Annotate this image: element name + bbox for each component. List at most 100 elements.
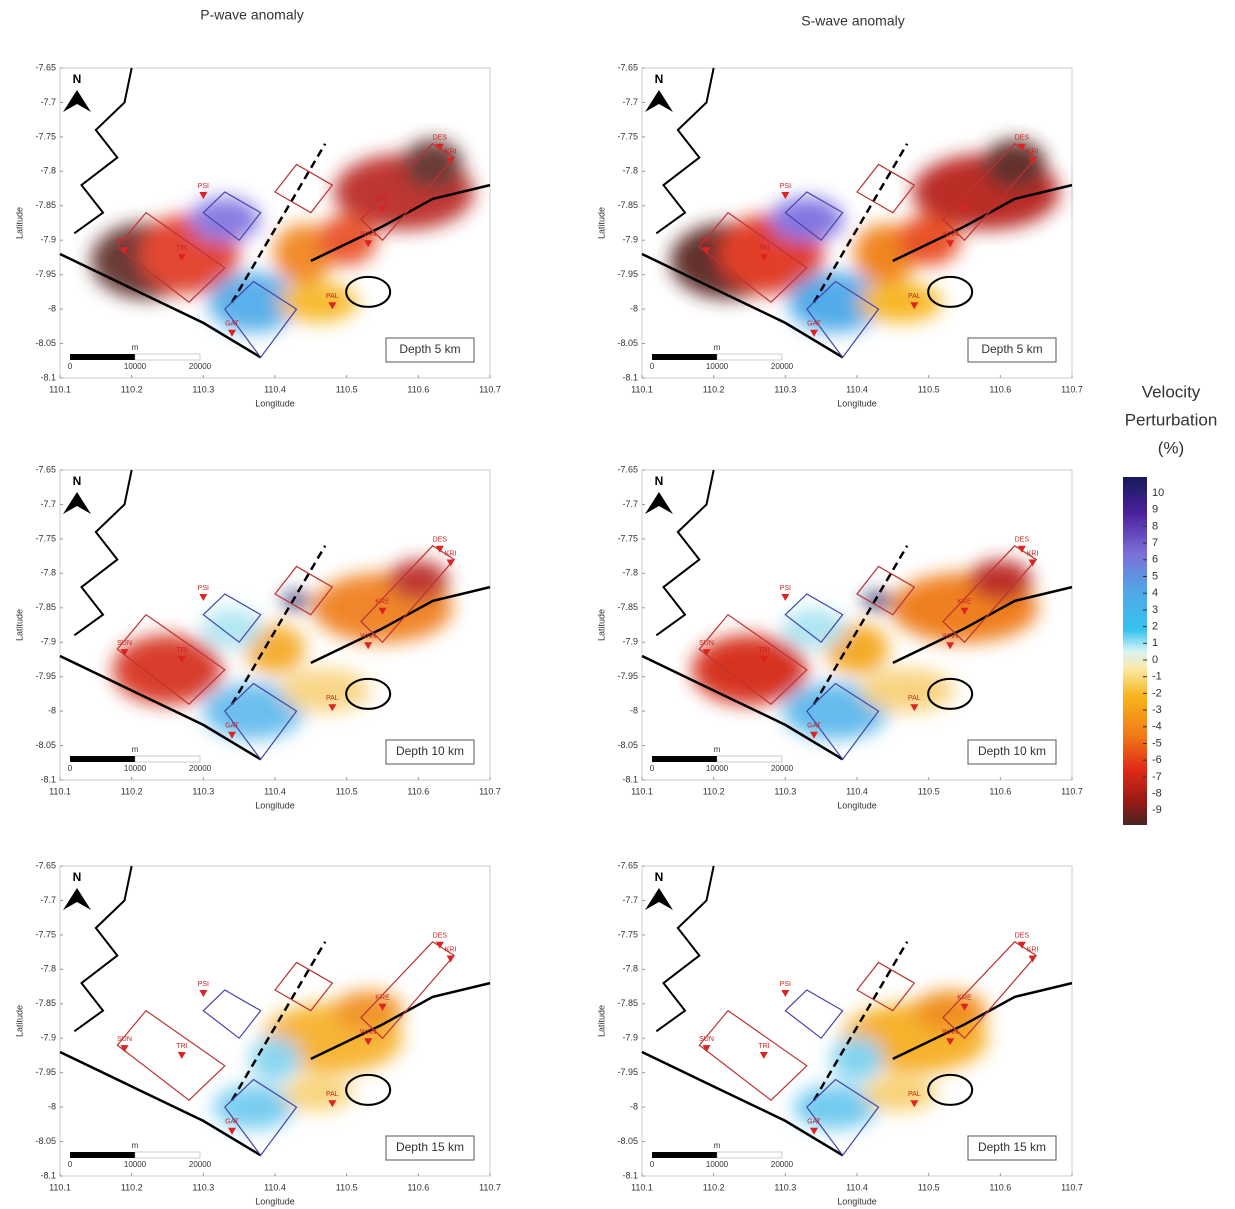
zone-box xyxy=(784,191,844,242)
station-label: WAN xyxy=(942,231,958,238)
station-label: KRE xyxy=(957,197,972,204)
station-label: KRE xyxy=(375,599,390,606)
station-label: DES xyxy=(1015,135,1030,142)
colorbar-tick-label: 7 xyxy=(1152,537,1158,549)
coastline xyxy=(641,252,844,359)
y-tick-label: -8 xyxy=(630,705,638,715)
depth-box xyxy=(967,739,1057,765)
station xyxy=(120,1045,129,1053)
station xyxy=(1017,545,1026,553)
station-label: KRI xyxy=(445,148,457,155)
map-panel: DES KRI PSI SUN TRI KRE WAN PAL GAT 110.1 110.2 110… xyxy=(596,464,1083,810)
zone-box xyxy=(224,280,298,359)
y-tick-label: -7.8 xyxy=(622,964,638,974)
station-label: PSI xyxy=(198,981,209,988)
coastline xyxy=(641,1050,844,1157)
north-label: N xyxy=(73,72,82,86)
scale-unit: m xyxy=(714,1141,721,1150)
x-axis-label: Longitude xyxy=(837,398,877,408)
x-axis-label: Longitude xyxy=(255,1196,295,1206)
station xyxy=(960,205,969,213)
colorbar-tick-label: 4 xyxy=(1152,587,1158,599)
anomaly-blob xyxy=(859,668,955,713)
x-tick-label: 110.7 xyxy=(479,1182,501,1192)
x-tick-label: 110.3 xyxy=(192,384,214,394)
station xyxy=(199,594,208,601)
map-panel: DES KRI PSI SUN TRI KRE WAN PAL GAT 110.1 110.2 110… xyxy=(14,860,501,1206)
station xyxy=(946,1038,955,1046)
station-label: DES xyxy=(433,933,448,940)
zone-box xyxy=(202,593,262,644)
station xyxy=(960,1003,969,1011)
y-axis-label: Latitude xyxy=(596,609,606,641)
station-label: TRI xyxy=(176,245,187,252)
anomaly-blob xyxy=(830,1036,884,1081)
north-label: N xyxy=(655,72,664,86)
station xyxy=(910,704,919,712)
station xyxy=(781,990,790,997)
caldera xyxy=(345,677,392,710)
zone-box xyxy=(116,613,226,706)
station-label: PSI xyxy=(780,183,791,190)
anomaly-blob xyxy=(316,215,377,266)
anomaly-blob xyxy=(897,215,961,266)
x-axis-label: Longitude xyxy=(255,800,295,810)
x-tick-label: 110.2 xyxy=(121,384,143,394)
scale-bar xyxy=(134,755,201,763)
scale-bar xyxy=(716,353,783,361)
depth-label: Depth 10 km xyxy=(396,744,464,758)
x-tick-label: 110.7 xyxy=(1061,1182,1083,1192)
anomaly-field xyxy=(213,990,404,1130)
scale-bar xyxy=(70,354,135,360)
zone-box xyxy=(274,163,334,214)
scale-bar xyxy=(70,756,135,762)
colorbar-title: Velocity xyxy=(1142,382,1201,401)
zone-box xyxy=(856,565,916,616)
zone-box xyxy=(698,1009,808,1102)
station-label: SUN xyxy=(699,238,714,245)
x-tick-label: 110.5 xyxy=(336,384,358,394)
fault-line xyxy=(230,545,327,705)
y-tick-label: -7.7 xyxy=(40,895,56,905)
station-label: PSI xyxy=(198,585,209,592)
station xyxy=(810,329,818,337)
x-tick-label: 110.1 xyxy=(631,1182,653,1192)
y-tick-label: -7.85 xyxy=(35,200,56,210)
colorbar-tick-label: 10 xyxy=(1152,487,1164,499)
station xyxy=(1017,143,1026,151)
station-label: PAL xyxy=(908,1091,921,1098)
station xyxy=(328,704,337,712)
scale-bar xyxy=(716,1151,783,1159)
north-arrow xyxy=(645,888,673,910)
y-tick-label: -7.65 xyxy=(617,464,638,474)
x-axis-label: Longitude xyxy=(255,398,295,408)
north-arrow xyxy=(63,888,91,910)
y-tick-label: -8.05 xyxy=(617,740,638,750)
anomaly-blob xyxy=(202,608,262,649)
x-tick-label: 110.2 xyxy=(703,1182,725,1192)
zone-box xyxy=(202,989,262,1040)
station-label: SUN xyxy=(699,640,714,647)
y-tick-label: -7.75 xyxy=(35,533,56,543)
x-tick-label: 110.5 xyxy=(918,384,940,394)
anomaly-blob xyxy=(783,683,888,740)
zone-box xyxy=(698,211,808,304)
anomaly-blob xyxy=(788,272,883,333)
station xyxy=(1028,157,1037,165)
scale-label: 20000 xyxy=(189,764,212,773)
x-tick-label: 110.3 xyxy=(192,1182,214,1192)
station xyxy=(810,731,818,739)
x-axis-label: Longitude xyxy=(837,1196,877,1206)
station xyxy=(1028,955,1037,963)
north-arrow xyxy=(63,492,91,514)
scale-label: 0 xyxy=(68,764,73,773)
station-label: TRI xyxy=(758,245,769,252)
y-tick-label: -8.05 xyxy=(617,1136,638,1146)
y-tick-label: -7.8 xyxy=(622,166,638,176)
scale-label: 10000 xyxy=(706,764,729,773)
y-tick-label: -7.7 xyxy=(40,97,56,107)
scale-label: 10000 xyxy=(706,1160,729,1169)
y-tick-label: -7.95 xyxy=(617,671,638,681)
depth-label: Depth 15 km xyxy=(978,1140,1046,1154)
